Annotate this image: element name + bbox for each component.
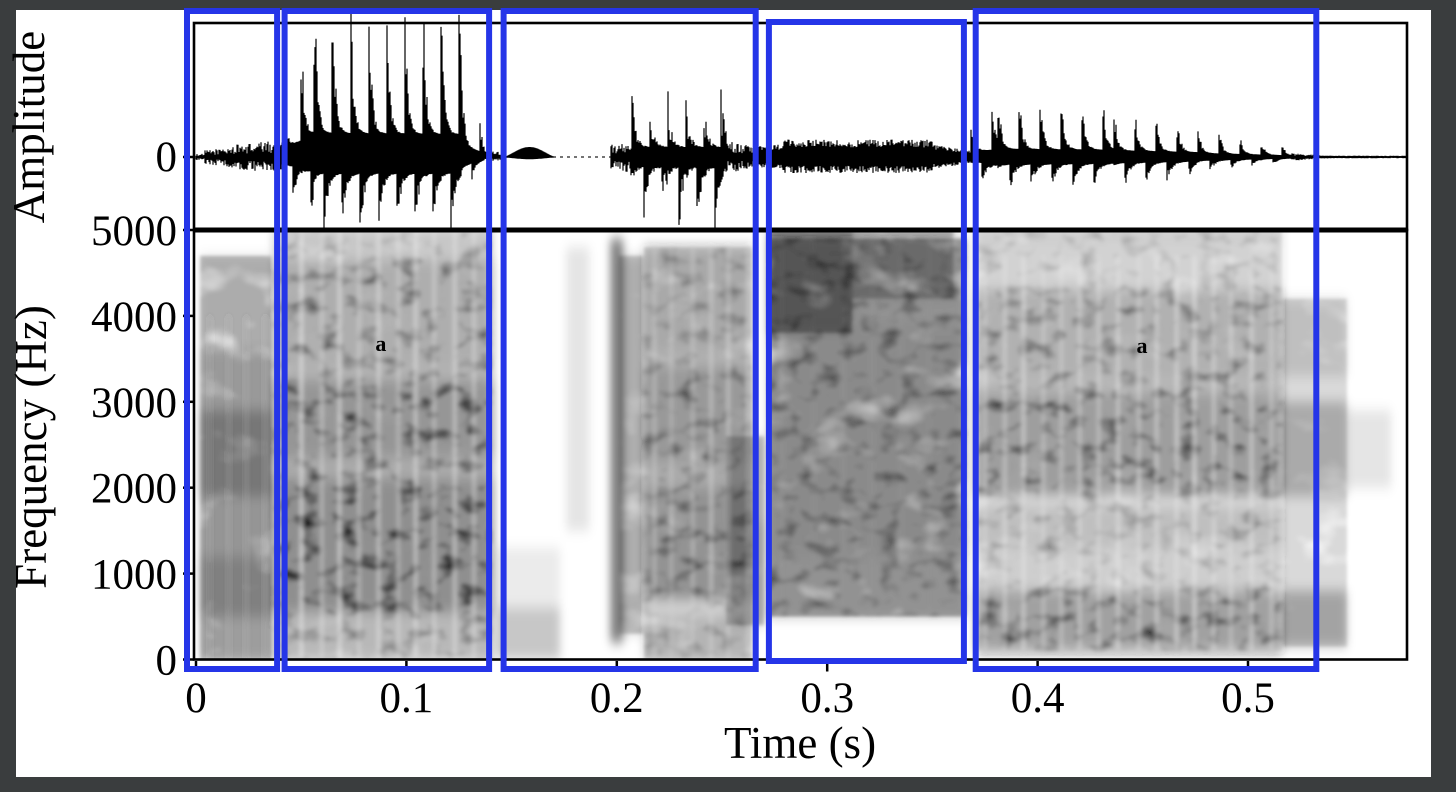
- frequency-tick-label: 5000: [91, 208, 177, 255]
- time-tick-label: 0.5: [1221, 675, 1275, 722]
- amplitude-axis-title: Amplitude: [4, 31, 54, 223]
- frequency-tick-label: 1000: [91, 552, 177, 599]
- dark-noise-speckle: [618, 255, 645, 634]
- annotation-letter: a: [1137, 333, 1148, 358]
- segment-box-3: [500, 8, 759, 672]
- waveform-trace: [195, 12, 1407, 229]
- segment-box-1: [184, 8, 281, 672]
- light-noise-sparkle: [976, 230, 1282, 651]
- dark-noise-speckle: [852, 230, 954, 299]
- frequency-tick-label: 0: [156, 638, 178, 685]
- time-axis-title: Time (s): [724, 718, 876, 768]
- waveform-panel-content: [195, 12, 1407, 229]
- time-tick-label: 0.4: [1011, 675, 1065, 722]
- time-tick-label: 0: [185, 675, 207, 722]
- frequency-tick-label: 2000: [91, 466, 177, 513]
- dark-noise-speckle: [768, 230, 853, 334]
- time-tick-label: 0.1: [380, 675, 434, 722]
- amplitude-tick-label: 0: [156, 134, 178, 181]
- frequency-tick-label: 4000: [91, 294, 177, 341]
- spectrogram-image: [200, 230, 1392, 660]
- light-noise-sparkle: [273, 230, 493, 660]
- time-tick-label: 0.3: [800, 675, 854, 722]
- dark-noise-speckle: [200, 255, 272, 660]
- time-tick-label: 0.2: [590, 675, 644, 722]
- segment-box-5: [972, 8, 1320, 672]
- annotation-letter: a: [375, 331, 386, 356]
- axis-ticks: 0 0.1 0.2 0.3 0.4 0.5 0 1000 2000 3000 4000 5000 0: [91, 134, 1275, 722]
- energy-band: [1346, 410, 1392, 488]
- glottal-striation: [490, 230, 496, 660]
- frequency-tick-label: 3000: [91, 380, 177, 427]
- segmentation-boxes: [184, 8, 1320, 672]
- frequency-axis-title: Frequency (Hz): [6, 305, 56, 589]
- spectrogram-noise-texture: [200, 230, 1347, 660]
- segment-box-2: [281, 8, 493, 672]
- segment-box-4: [765, 19, 967, 664]
- energy-band: [566, 247, 590, 531]
